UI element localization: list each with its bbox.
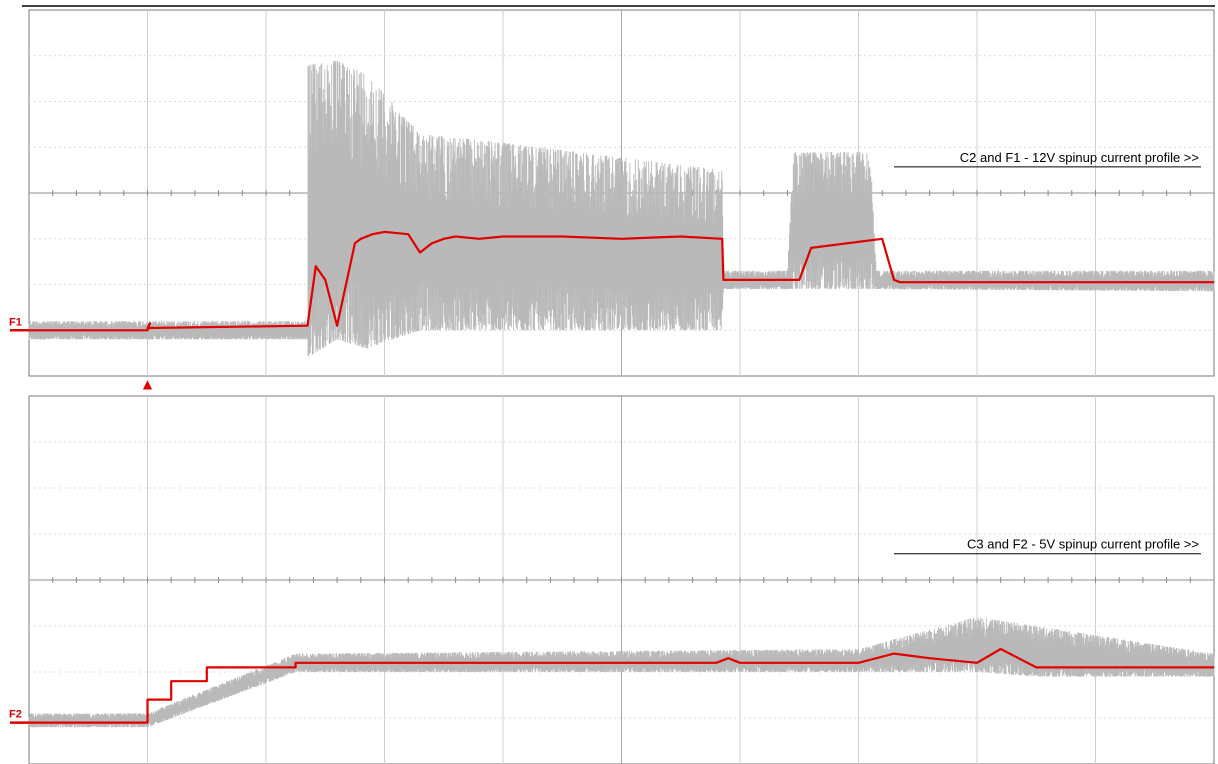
trace-label-f2-marker: F2 <box>9 709 29 724</box>
trace-path <box>29 230 1214 332</box>
series-f2-trace <box>29 647 1214 724</box>
trigger-marker: ▲ <box>143 377 153 391</box>
trace-label-f2: F2 <box>9 709 22 721</box>
panel-5v: C3 and F2 - 5V spinup current profile >>… <box>9 395 1215 764</box>
graticule <box>29 396 1214 764</box>
trace-label-f1-marker: F1 <box>9 316 29 332</box>
annotation-12v: C2 and F1 - 12V spinup current profile >… <box>960 150 1199 165</box>
trace-label-f1: F1 <box>9 316 22 328</box>
series-f1-trace <box>29 230 1214 332</box>
annotation-5v: C3 and F2 - 5V spinup current profile >> <box>967 537 1199 552</box>
trace-path <box>29 647 1214 724</box>
panel-12v: C2 and F1 - 12V spinup current profile >… <box>9 9 1215 391</box>
